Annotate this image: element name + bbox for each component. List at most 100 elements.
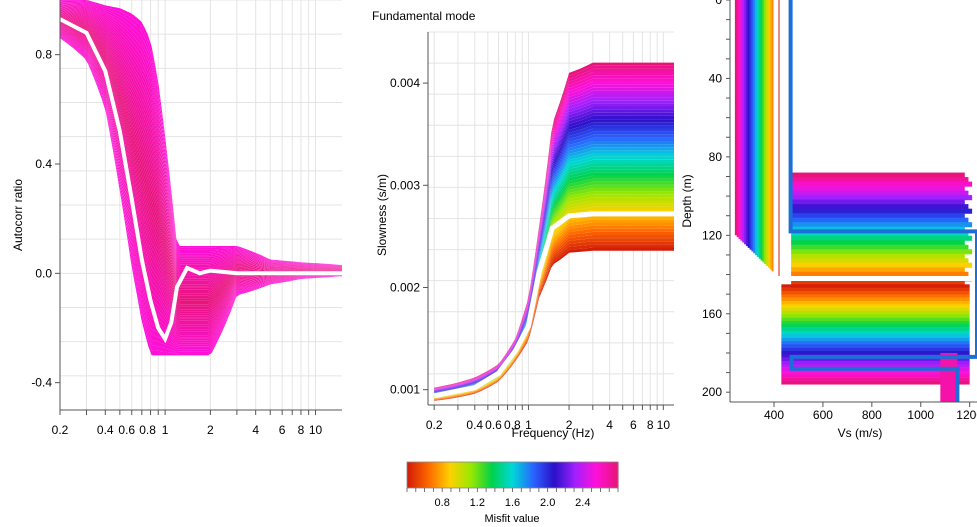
colorbar-segment	[449, 462, 452, 488]
x-tick-label: 1200	[956, 408, 977, 422]
vs-band-stripe	[771, 0, 775, 272]
colorbar-segment	[573, 462, 577, 488]
colorbar-segment	[459, 462, 463, 488]
vs-band-stripe	[766, 0, 769, 266]
colorbar-segment	[514, 462, 518, 488]
misfit-band-layer	[434, 247, 674, 401]
vs-band-stripe	[760, 0, 764, 261]
colorbar-segment	[512, 462, 516, 488]
x-tick-label: 4	[606, 418, 613, 432]
dispersion-x-ticks: 0.2 0.4 0.6 0.8 1 2 4 6 8 10	[426, 405, 670, 432]
x-tick-label: 0.2	[426, 418, 443, 432]
colorbar-segment	[603, 462, 606, 488]
colorbar-segment	[506, 462, 509, 488]
colorbar-segment	[413, 462, 417, 488]
vs-band-stripe	[762, 0, 765, 263]
vs-band-stripe	[791, 195, 973, 201]
vs-band-stripe	[734, 0, 738, 236]
x-tick-label: 0.2	[52, 423, 69, 437]
vs-band-stripe	[753, 0, 756, 254]
colorbar-segment	[607, 462, 611, 488]
vs-band-stripe	[781, 324, 970, 328]
colorbar-segment	[525, 462, 528, 488]
vs-band-stripe	[745, 0, 749, 247]
colorbar-segment	[554, 462, 558, 488]
vs-band-stripe	[940, 352, 958, 402]
y-tick-label: 0.0	[35, 266, 52, 280]
colorbar-segment	[478, 462, 482, 488]
colorbar-segment	[569, 462, 573, 488]
vs-band-stripe	[781, 294, 970, 298]
vs-band-stripe	[781, 351, 970, 355]
vs-band-stripe	[791, 280, 965, 286]
x-tick-label: 2	[566, 418, 573, 432]
vs-band-stripe	[781, 301, 970, 305]
y-tick-label: 0.4	[35, 157, 52, 171]
colorbar-segment	[474, 462, 478, 488]
vs-band-stripe	[781, 321, 970, 325]
y-tick-label: 0.002	[390, 280, 420, 294]
vs-band-stripe	[791, 267, 965, 273]
vs-band-stripe	[781, 287, 970, 292]
misfit-band-layer	[60, 9, 342, 276]
dispersion-panel: Fundamental mode 0.001 0.002 0.003 0.004 0.…	[372, 9, 674, 440]
colorbar-segment	[516, 462, 520, 488]
vs-band-stripe	[747, 0, 751, 248]
colorbar-segment	[428, 462, 431, 488]
colorbar-segment	[487, 462, 490, 488]
x-tick-label: 10	[657, 418, 671, 432]
colorbar-segment	[466, 462, 469, 488]
colorbar-segment	[550, 462, 554, 488]
colorbar-segment	[518, 462, 522, 488]
vs-band-stripe	[769, 0, 773, 270]
x-tick-label: 0.4	[97, 423, 114, 437]
colorbar-segment	[563, 462, 566, 488]
colorbar-segment	[499, 462, 503, 488]
colorbar-segment	[548, 462, 552, 488]
x-tick-label: 0.6	[485, 418, 502, 432]
colorbar-segment	[442, 462, 446, 488]
vs-band-stripe	[742, 0, 745, 243]
colorbar-segment	[444, 462, 448, 488]
colorbar-segment	[580, 462, 583, 488]
colorbar-tick-label: 0.8	[435, 497, 450, 509]
colorbar-segment	[440, 462, 444, 488]
colorbar-segment	[447, 462, 450, 488]
vs-y-axis-title: Depth (m)	[680, 174, 694, 227]
vs-band-stripe	[781, 307, 970, 312]
colorbar-segment	[482, 462, 486, 488]
vs-band-stripe	[749, 0, 752, 250]
autocorr-panel: -0.4 0.0 0.4 0.8 0.2 0.4 0.6 0.8 1 2 4 6 8 10 Autoco…	[11, 0, 342, 437]
colorbar-segment	[575, 462, 579, 488]
colorbar-segment	[590, 462, 594, 488]
y-tick-label: -0.4	[31, 376, 52, 390]
colorbar-segment	[455, 462, 459, 488]
colorbar-segment	[438, 462, 442, 488]
colorbar-segment	[609, 462, 613, 488]
colorbar-segment	[415, 462, 419, 488]
vs-band-stripe	[791, 204, 969, 210]
vs-band-stripe	[781, 344, 970, 348]
vs-band-stripe	[781, 341, 970, 345]
vs-band-stripe	[791, 235, 973, 241]
vs-band-stripe	[791, 199, 965, 205]
colorbar-ticks: 0.8 1.2 1.6 2.0 2.4	[406, 488, 619, 509]
colorbar-segment	[453, 462, 457, 488]
misfit-band-layer	[434, 241, 674, 401]
vs-band-stripe	[791, 186, 965, 192]
vs-band-stripe	[781, 377, 970, 382]
vs-x-axis-title: Vs (m/s)	[838, 426, 883, 440]
y-tick-label: 160	[702, 307, 722, 321]
vs-band-stripe	[791, 190, 969, 196]
colorbar-segment	[527, 462, 530, 488]
colorbar-title: Misfit value	[484, 513, 539, 525]
autocorr-x-ticks: 0.2 0.4 0.6 0.8 1 2 4 6 8 10	[52, 410, 323, 437]
colorbar-segment	[421, 462, 425, 488]
dispersion-title: Fundamental mode	[372, 9, 476, 23]
vs-band-stripe	[791, 222, 973, 228]
colorbar-tick-label: 1.2	[470, 497, 485, 509]
vs-band-stripe	[744, 0, 747, 245]
colorbar-segment	[582, 462, 585, 488]
colorbar-segment	[520, 462, 524, 488]
